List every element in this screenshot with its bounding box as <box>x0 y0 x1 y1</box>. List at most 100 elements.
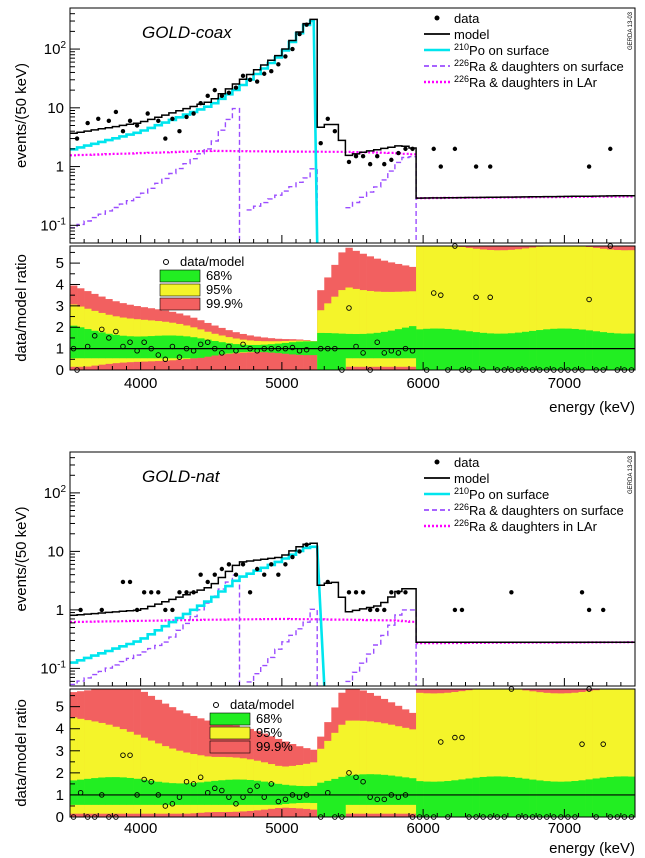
band-bin-b68 <box>550 781 558 817</box>
ratio-point <box>99 792 105 798</box>
band-bin-b95 <box>98 722 106 814</box>
ratio-point <box>190 348 197 354</box>
band-bin-b95 <box>147 740 156 814</box>
band-bin-b68 <box>627 776 636 817</box>
data-point <box>297 549 302 554</box>
band-bin-b95 <box>77 718 85 814</box>
data-point <box>269 68 274 74</box>
band-bin-b68 <box>380 774 389 805</box>
data-point <box>325 579 330 585</box>
band-bin-b95 <box>338 724 346 817</box>
data-point <box>353 590 359 595</box>
band-bin-b68 <box>606 332 615 370</box>
ratio-bands <box>70 246 636 370</box>
ratio-point <box>275 345 282 352</box>
y-tick-label: 102 <box>44 40 67 58</box>
band-bin-b95 <box>465 247 473 370</box>
band-bin-b68 <box>183 783 191 805</box>
band-bin-b999 <box>267 338 276 370</box>
data-point <box>120 579 126 585</box>
band-bin-b68 <box>373 332 382 359</box>
x-tick-label: 6000 <box>406 820 439 837</box>
data-point <box>509 590 514 595</box>
band-bin-b68 <box>571 328 579 370</box>
band-bin-b68 <box>175 335 184 359</box>
band-bin-b68 <box>126 777 134 805</box>
ratio-legend-swatch <box>159 297 201 311</box>
band-bin-b68 <box>168 335 177 359</box>
ratio-point <box>438 739 444 745</box>
band-bin-b95 <box>606 249 615 370</box>
ratio-point <box>282 345 289 352</box>
band-bin-b999 <box>281 339 290 370</box>
data-point <box>375 154 380 159</box>
band-bin-b68 <box>317 782 325 817</box>
band-bin-b68 <box>140 336 148 359</box>
ratio-points <box>70 243 635 373</box>
data-point <box>177 128 182 134</box>
band-bin-b68 <box>161 782 170 805</box>
band-bin-b68 <box>105 777 113 805</box>
band-bin-b68 <box>557 328 565 370</box>
ratio-point <box>197 341 204 348</box>
band-bin-b95 <box>437 693 445 817</box>
legend-label-data: data <box>454 11 480 26</box>
data-point <box>170 607 175 613</box>
band-bin-b95 <box>140 737 148 814</box>
data-point <box>297 31 302 37</box>
band-bin-b95 <box>479 249 487 370</box>
series-ra-lar-segment <box>70 617 417 624</box>
band-bin-b68 <box>394 776 403 805</box>
band-bin-b68 <box>345 333 353 359</box>
band-bin-b68 <box>627 333 636 370</box>
band-bin-b68 <box>91 778 99 805</box>
ratio-point <box>402 792 409 798</box>
ratio-y-tick-label: 0 <box>56 809 64 826</box>
band-bin-b68 <box>564 328 572 370</box>
y-tick-label: 10 <box>47 100 64 117</box>
band-bin-b999 <box>260 337 269 370</box>
band-bin-b95 <box>119 729 127 814</box>
ratio-legend-label: 68% <box>206 268 232 283</box>
data-point <box>191 590 196 595</box>
band-bin-b95 <box>599 248 608 370</box>
series-model <box>70 18 635 199</box>
ratio-legend-swatch <box>159 283 201 297</box>
main-frame <box>69 451 636 687</box>
band-bin-b95 <box>373 291 382 367</box>
band-bin-b68 <box>613 776 622 817</box>
band-bin-b68 <box>331 333 339 370</box>
band-bin-b95 <box>409 729 417 814</box>
band-bin-b68 <box>430 781 438 817</box>
data-point <box>198 100 203 106</box>
y-tick-label: 1 <box>56 602 64 619</box>
band-bin-b68 <box>606 776 615 817</box>
band-bin-b68 <box>585 330 593 370</box>
series-ra-surface-segment <box>70 107 241 243</box>
ratio-point <box>388 348 395 354</box>
band-bin-b68 <box>409 778 417 805</box>
legend-label-ra_surf: 226Ra & daughters on surface <box>454 58 624 74</box>
band-bin-b68 <box>493 776 502 817</box>
data-point <box>163 607 168 613</box>
ratio-point <box>600 741 606 747</box>
ratio-point <box>212 785 218 792</box>
ratio-point <box>487 294 493 301</box>
ratio-point <box>219 350 225 356</box>
band-bin-b95 <box>70 717 78 814</box>
band-bin-b68 <box>550 328 558 370</box>
band-bin-b68 <box>112 334 120 359</box>
band-bin-b68 <box>373 774 382 805</box>
band-bin-b68 <box>592 331 600 370</box>
band-bin-b68 <box>232 779 240 805</box>
ratio-point <box>204 789 211 796</box>
x-tick-label: 4000 <box>124 375 157 392</box>
data-point <box>452 146 458 152</box>
band-bin-b95 <box>578 246 586 370</box>
ratio-point <box>134 348 140 354</box>
ratio-point <box>395 350 402 356</box>
band-bin-b95 <box>126 731 134 814</box>
band-bin-b68 <box>126 336 134 359</box>
data-point <box>212 572 217 577</box>
